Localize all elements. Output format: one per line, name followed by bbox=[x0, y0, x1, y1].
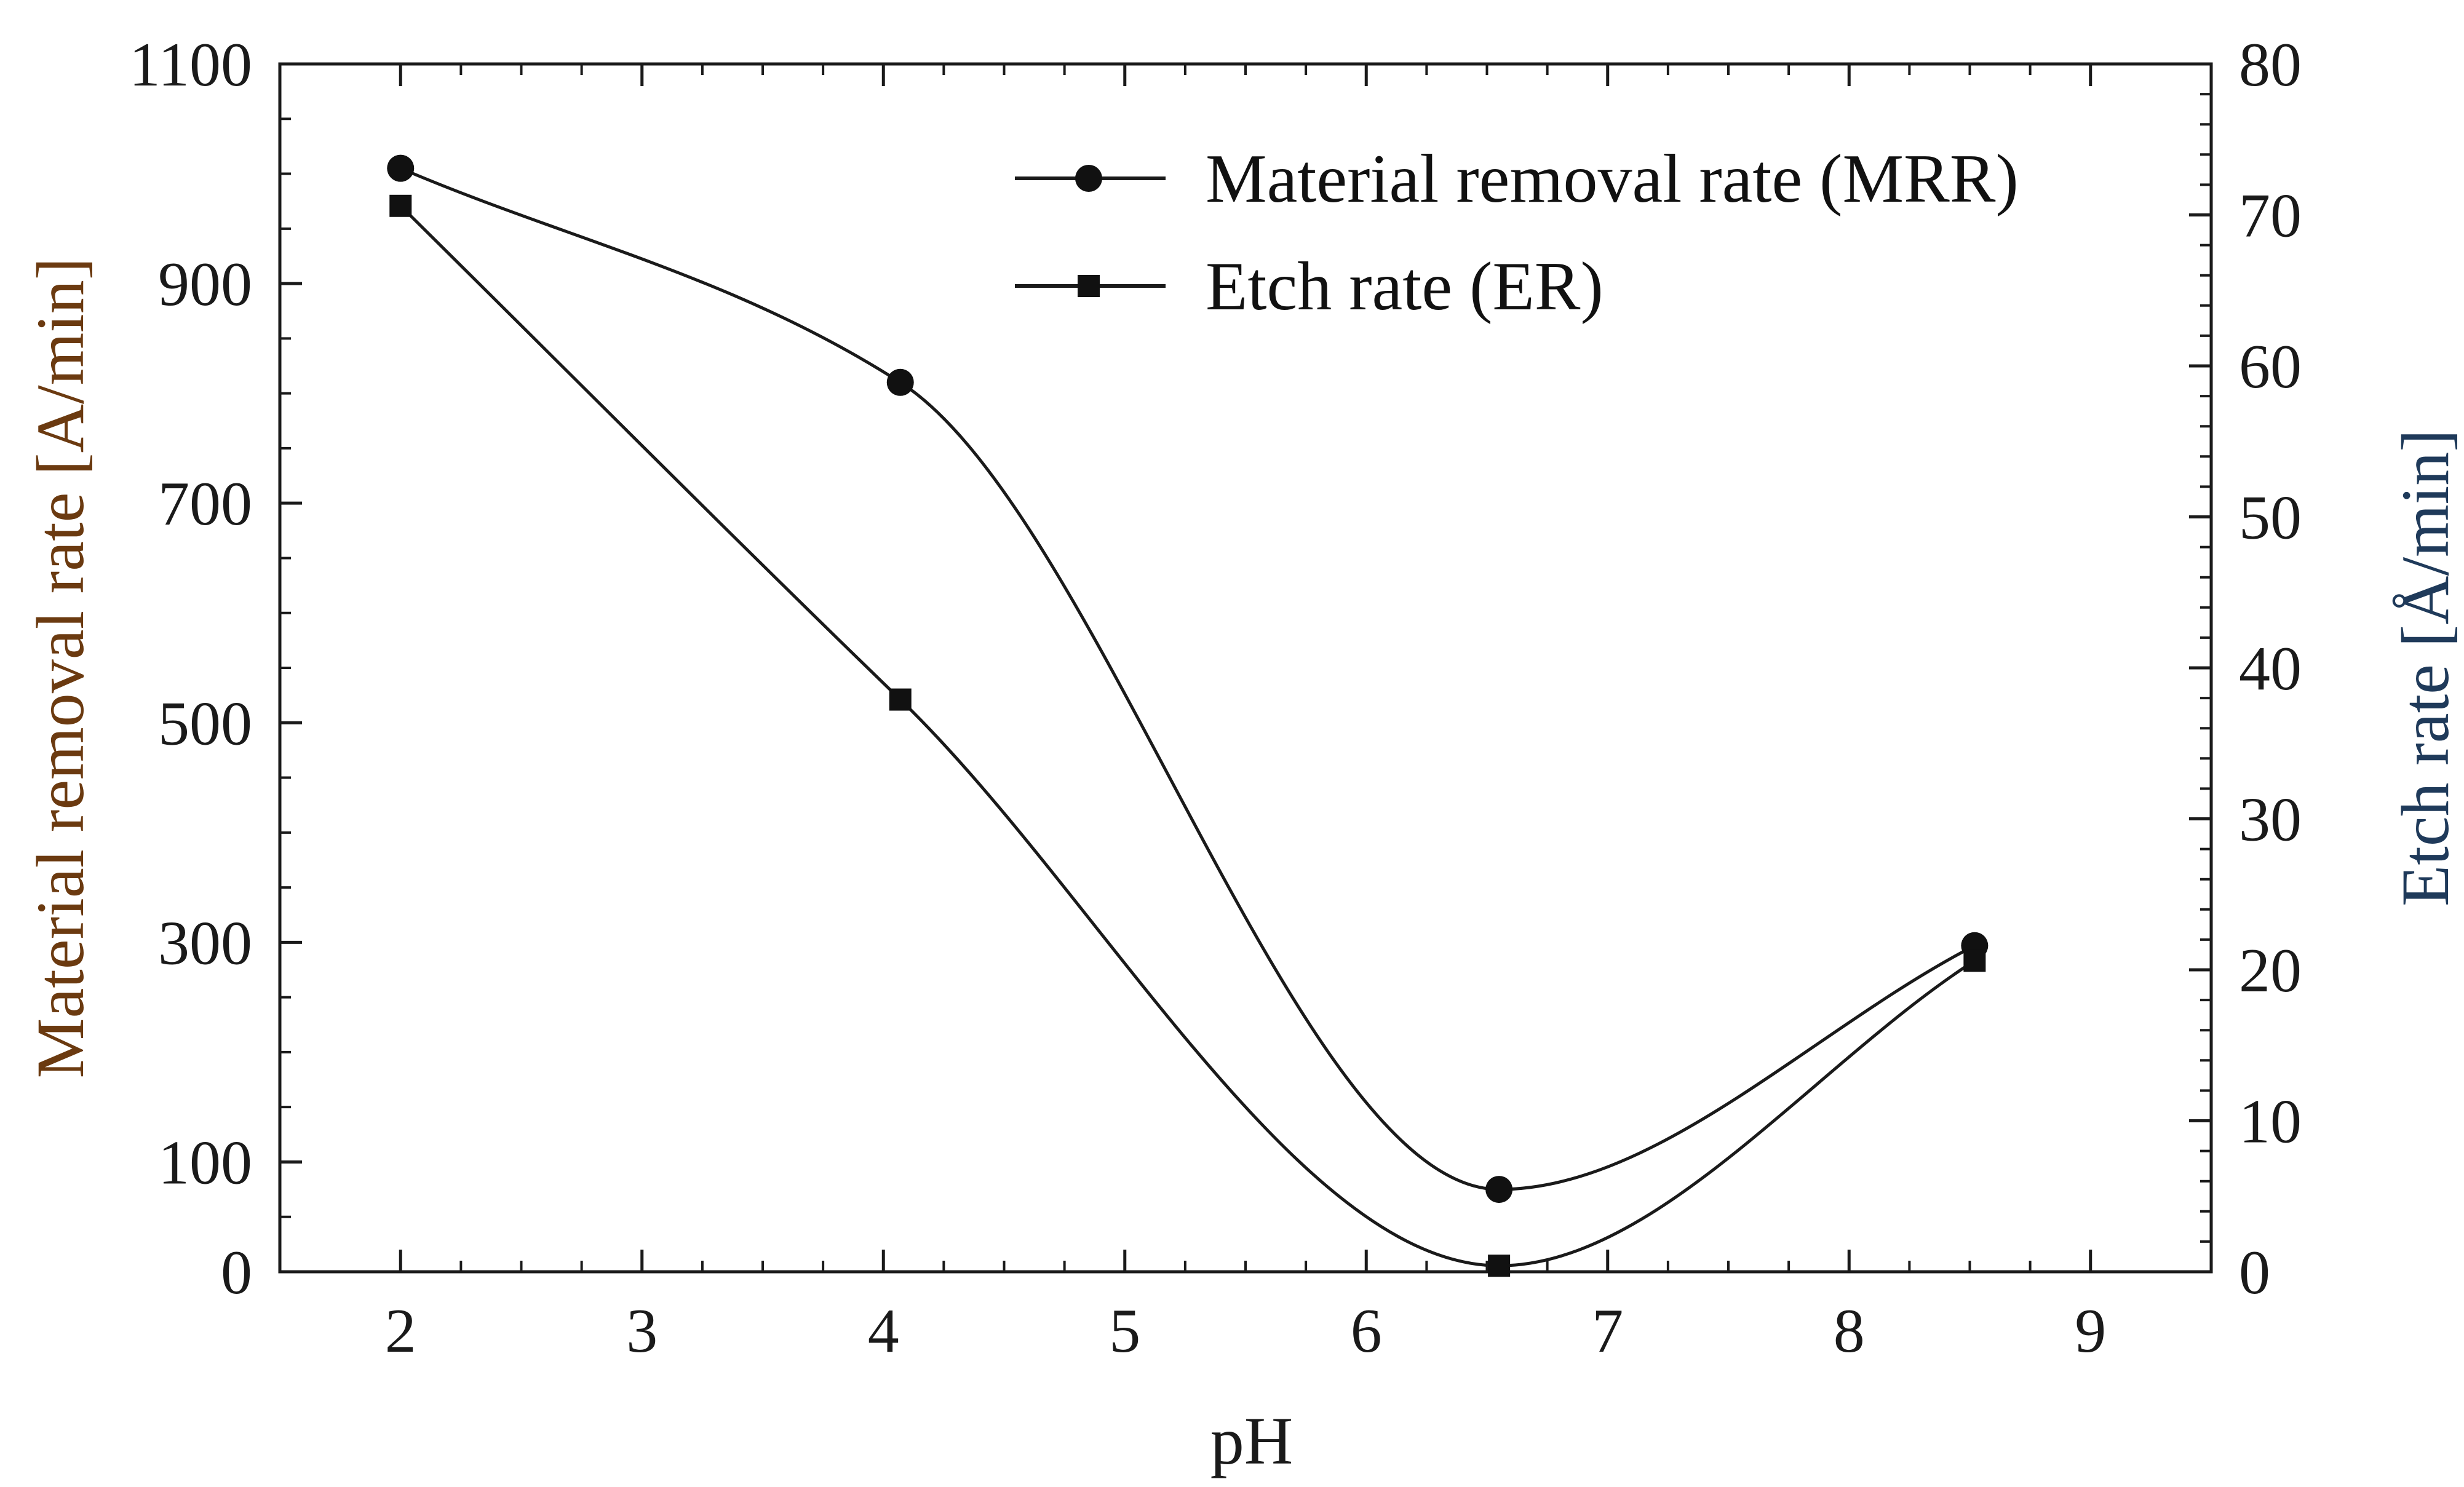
y-tick-label-left: 300 bbox=[158, 908, 252, 978]
x-tick-label: 6 bbox=[1351, 1296, 1382, 1366]
x-axis-title: pH bbox=[1210, 1403, 1293, 1478]
x-tick-label: 3 bbox=[626, 1296, 658, 1366]
x-tick-label: 2 bbox=[385, 1296, 416, 1366]
y-tick-label-right: 30 bbox=[2239, 785, 2302, 855]
x-tick-label: 7 bbox=[1592, 1296, 1623, 1366]
y-tick-label-right: 10 bbox=[2239, 1087, 2302, 1157]
y-tick-label-right: 80 bbox=[2239, 30, 2302, 100]
series-line-mrr bbox=[400, 167, 1976, 1191]
axis-ticks: 2 3 4 5 6 7 8 9 0 100 300 500 700 900 1100 0 10 20 30 40 50 6… bbox=[129, 30, 2302, 1366]
mrr-data-point bbox=[387, 154, 415, 182]
er-data-point bbox=[389, 194, 412, 217]
y-tick-label-right: 20 bbox=[2239, 936, 2302, 1005]
series-lines bbox=[399, 167, 1976, 1267]
legend: Material removal rate (MRR) Etch rate (E… bbox=[1015, 141, 2019, 325]
y-tick-label-left: 100 bbox=[158, 1128, 252, 1197]
y-tick-label-right: 40 bbox=[2239, 634, 2302, 704]
y-tick-label-left: 500 bbox=[158, 689, 252, 758]
legend-label-er: Etch rate (ER) bbox=[1206, 248, 1604, 325]
y-tick-label-left: 1100 bbox=[129, 30, 252, 100]
legend-label-mrr: Material removal rate (MRR) bbox=[1206, 141, 2019, 217]
x-tick-label: 5 bbox=[1109, 1296, 1140, 1366]
series-markers bbox=[387, 154, 1989, 1277]
y-tick-label-right: 70 bbox=[2239, 181, 2302, 251]
series-line-er bbox=[399, 204, 1976, 1267]
legend-marker-mrr bbox=[1075, 165, 1102, 192]
y-tick-label-left: 0 bbox=[221, 1238, 252, 1307]
x-tick-label: 9 bbox=[2075, 1296, 2106, 1366]
mrr-data-point bbox=[1485, 1176, 1513, 1203]
er-data-point bbox=[1963, 950, 1986, 972]
y-tick-label-left: 900 bbox=[158, 250, 252, 319]
y-axis-title-left: Material removal rate [A/min] bbox=[23, 258, 98, 1079]
y-axis-title-right-unit: Å/min] bbox=[2388, 429, 2463, 625]
y-tick-label-right: 60 bbox=[2239, 332, 2302, 402]
x-tick-label: 4 bbox=[868, 1296, 899, 1366]
y-tick-label-left: 700 bbox=[158, 469, 252, 539]
y-axis-title-right: Etch rate [Å/min] bbox=[2388, 429, 2463, 906]
mrr-data-point bbox=[886, 368, 914, 396]
er-data-point bbox=[889, 688, 912, 711]
x-tick-label: 8 bbox=[1834, 1296, 1865, 1366]
y-tick-label-right: 50 bbox=[2239, 483, 2302, 553]
y-tick-label-right: 0 bbox=[2239, 1238, 2270, 1307]
er-data-point bbox=[1488, 1255, 1511, 1277]
y-axis-title-right-main: Etch rate [ bbox=[2388, 625, 2463, 906]
legend-marker-er bbox=[1078, 275, 1100, 297]
